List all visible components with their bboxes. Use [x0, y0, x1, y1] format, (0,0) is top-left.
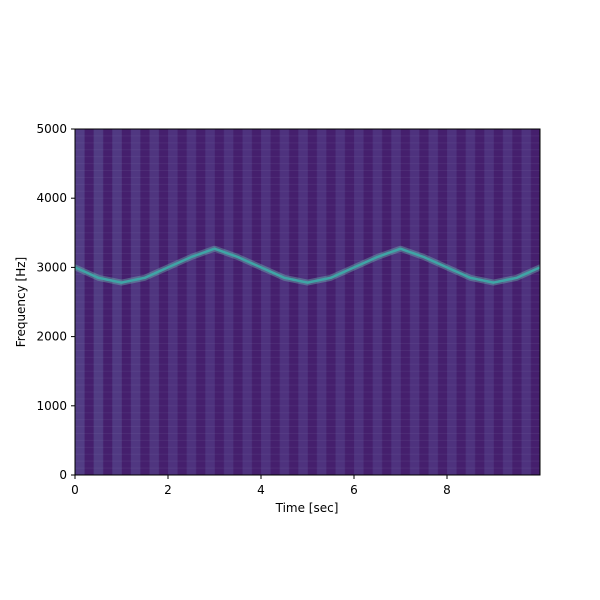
x-axis-title: Time [sec] — [275, 501, 339, 515]
spectrogram-band — [102, 129, 113, 475]
spectrogram-band — [149, 129, 160, 475]
spectrogram-band — [307, 129, 318, 475]
y-tick-label: 0 — [59, 468, 67, 482]
spectrogram-band — [484, 129, 494, 475]
spectrogram-band — [242, 129, 253, 475]
spectrogram-band — [521, 129, 532, 475]
spectrogram-band — [205, 129, 215, 475]
spectrogram-band — [428, 129, 439, 475]
spectrogram-band — [465, 129, 476, 475]
x-tick-label: 8 — [443, 483, 451, 497]
spectrogram-band — [130, 129, 141, 475]
spectrogram-band — [419, 129, 429, 475]
spectrogram-band — [400, 129, 411, 475]
spectrogram-band — [251, 129, 262, 475]
spectrogram-band — [214, 129, 225, 475]
spectrogram-band — [84, 129, 95, 475]
spectrogram-band — [437, 129, 448, 475]
spectrogram-band — [344, 129, 355, 475]
spectrogram-band — [158, 129, 169, 475]
x-tick-label: 6 — [350, 483, 358, 497]
spectrogram-band — [354, 129, 364, 475]
y-tick-label: 5000 — [36, 122, 67, 136]
spectrogram-band — [512, 129, 522, 475]
y-axis-title: Frequency [Hz] — [14, 257, 28, 348]
x-tick-label: 0 — [71, 483, 79, 497]
spectrogram-band — [112, 129, 122, 475]
spectrogram-bands — [75, 129, 540, 475]
y-axis-ticks: 0 1000 2000 3000 4000 5000 — [36, 122, 75, 482]
y-tick-label: 4000 — [36, 191, 67, 205]
spectrogram-band — [177, 129, 188, 475]
spectrogram-band — [316, 129, 327, 475]
y-tick-label: 3000 — [36, 260, 67, 274]
spectrogram-band — [326, 129, 336, 475]
spectrogram-band — [75, 129, 85, 475]
spectrogram-band — [288, 129, 299, 475]
spectrogram-band — [233, 129, 243, 475]
spectrogram-band — [270, 129, 281, 475]
spectrogram-band — [335, 129, 346, 475]
spectrogram-row-lines — [75, 129, 540, 475]
x-axis-ticks: 0 2 4 6 8 — [71, 475, 451, 497]
plot-frame — [74, 128, 541, 476]
spectrogram-band — [474, 129, 485, 475]
spectrogram-band — [279, 129, 290, 475]
spectrogram-background — [75, 129, 540, 475]
spectrogram-band — [298, 129, 308, 475]
spectrogram-band — [121, 129, 132, 475]
spectrogram-band — [93, 129, 104, 475]
spectrogram-band — [530, 129, 540, 475]
spectrogram-band — [195, 129, 206, 475]
x-tick-label: 4 — [257, 483, 265, 497]
spectrogram-band — [381, 129, 392, 475]
frequency-trace — [75, 245, 540, 286]
frequency-trace-line — [75, 247, 540, 284]
plot-area — [75, 129, 540, 475]
spectrogram-band — [456, 129, 467, 475]
y-tick-label: 2000 — [36, 330, 67, 344]
spectrogram-band — [493, 129, 504, 475]
spectrogram-band — [391, 129, 401, 475]
spectrogram-band — [261, 129, 271, 475]
spectrogram-band — [186, 129, 197, 475]
spectrogram-band — [140, 129, 150, 475]
spectrogram-band — [363, 129, 374, 475]
spectrogram-band — [168, 129, 178, 475]
spectrogram-band — [409, 129, 420, 475]
spectrogram-band — [223, 129, 234, 475]
x-tick-label: 2 — [164, 483, 172, 497]
y-tick-label: 1000 — [36, 399, 67, 413]
spectrogram-band — [447, 129, 457, 475]
spectrogram-band — [502, 129, 513, 475]
spectrogram-band — [372, 129, 383, 475]
